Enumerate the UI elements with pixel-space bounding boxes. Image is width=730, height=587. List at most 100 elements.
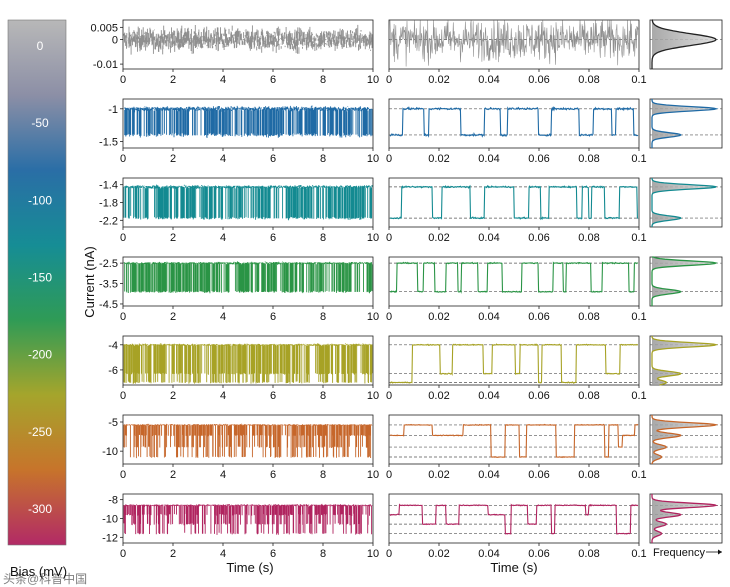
frequency-arrow (706, 549, 722, 555)
x-tick-label: 0 (386, 311, 392, 323)
colorbar-tick-label: -150 (28, 271, 52, 285)
y-tick-label: -1.4 (99, 180, 118, 192)
y-tick-label: -5 (108, 417, 118, 429)
x-tick-label: 0 (120, 548, 126, 560)
x-axis-label-right: Time (s) (490, 560, 537, 575)
x-tick-label: 0.1 (631, 548, 646, 560)
x-tick-label: 8 (320, 469, 326, 481)
x-tick-label: 0 (120, 153, 126, 165)
x-tick-label: 0.06 (528, 232, 549, 244)
x-tick-label: 0.08 (578, 390, 599, 402)
full-trace-line (123, 261, 373, 294)
zoom-trace-frame (388, 493, 640, 544)
x-tick-label: 6 (270, 153, 276, 165)
x-tick-label: 0.02 (428, 153, 449, 165)
histogram-curve (651, 19, 717, 69)
y-tick-label: -1 (108, 104, 118, 116)
x-tick-label: 0 (386, 153, 392, 165)
x-tick-label: 2 (170, 390, 176, 402)
y-tick-label: -0.01 (93, 59, 118, 71)
x-tick-label: 8 (320, 232, 326, 244)
histogram-curve (651, 335, 719, 386)
x-tick-label: 0.06 (528, 469, 549, 481)
colorbar (7, 19, 67, 546)
x-tick-label: 2 (170, 311, 176, 323)
x-tick-label: 4 (220, 74, 226, 86)
full-trace-line (123, 343, 373, 384)
zoom-trace-frame (388, 414, 640, 465)
x-tick-label: 0.1 (631, 311, 646, 323)
x-tick-label: 8 (320, 74, 326, 86)
x-tick-label: 6 (270, 469, 276, 481)
x-tick-label: 0 (386, 74, 392, 86)
zoom-trace-line (389, 184, 639, 221)
frequency-label: Frequency (653, 547, 705, 559)
x-tick-label: 10 (367, 469, 379, 481)
y-tick-label: -12 (102, 532, 118, 544)
x-tick-label: 6 (270, 74, 276, 86)
zoom-trace-frame (388, 98, 640, 149)
colorbar-label: Bias (mV) (10, 564, 67, 579)
x-tick-label: 0.08 (578, 74, 599, 86)
y-tick-label: -2.5 (99, 258, 118, 270)
x-tick-label: 0 (120, 390, 126, 402)
zoom-trace-line (389, 105, 639, 138)
x-tick-label: 0.08 (578, 232, 599, 244)
x-tick-label: 10 (367, 74, 379, 86)
x-tick-label: 4 (220, 548, 226, 560)
x-tick-label: 0.1 (631, 153, 646, 165)
zoom-trace-line (389, 423, 639, 459)
x-tick-label: 0.04 (478, 232, 499, 244)
histogram-fill (652, 494, 716, 543)
x-tick-label: 0.1 (631, 232, 646, 244)
x-tick-label: 4 (220, 232, 226, 244)
x-tick-label: 0.06 (528, 311, 549, 323)
x-tick-label: 4 (220, 153, 226, 165)
x-tick-label: 0 (120, 469, 126, 481)
x-tick-label: 8 (320, 390, 326, 402)
x-tick-label: 4 (220, 311, 226, 323)
x-tick-label: 0.04 (478, 311, 499, 323)
panel-row: -1.4-1.8-2.20 2 4 6 8 10 0 0.02 0.04 0.06 0.08 0.1 (99, 177, 723, 244)
y-tick-label: -2.2 (99, 215, 118, 227)
x-tick-label: 0.06 (528, 153, 549, 165)
x-tick-label: 4 (220, 469, 226, 481)
y-tick-label: -10 (102, 514, 118, 526)
y-tick-label: 0 (112, 35, 118, 47)
zoom-trace-line (390, 343, 638, 384)
x-tick-label: 6 (270, 232, 276, 244)
x-tick-label: 2 (170, 232, 176, 244)
x-tick-label: 0.02 (428, 469, 449, 481)
x-tick-label: 0.06 (528, 390, 549, 402)
y-tick-label: -1.5 (99, 136, 118, 148)
x-tick-label: 8 (320, 311, 326, 323)
x-tick-label: 0.04 (478, 390, 499, 402)
x-tick-label: 8 (320, 153, 326, 165)
histogram-curve (651, 99, 719, 148)
x-tick-label: 2 (170, 74, 176, 86)
x-tick-label: 0.04 (478, 469, 499, 481)
zoom-trace-frame (388, 335, 640, 386)
colorbar-tick-label: -250 (28, 425, 52, 439)
histogram-fill (652, 415, 716, 464)
y-tick-label: -10 (102, 446, 118, 458)
full-trace-frame (122, 493, 374, 544)
x-tick-label: 2 (170, 153, 176, 165)
full-trace-line (123, 423, 373, 459)
x-tick-label: 0.04 (478, 74, 499, 86)
x-tick-label: 0.06 (528, 548, 549, 560)
full-trace-line (123, 24, 373, 55)
x-tick-label: 6 (270, 311, 276, 323)
histogram-fill (652, 20, 716, 69)
x-tick-label: 0.08 (578, 469, 599, 481)
x-tick-label: 10 (367, 548, 379, 560)
panel-row: -8-10-120 2 4 6 8 10 0 0.02 0.04 0.06 0.08 0.1 (102, 493, 723, 560)
histogram-curve (651, 256, 718, 306)
x-tick-label: 2 (170, 548, 176, 560)
histogram-curve (651, 494, 718, 543)
y-tick-label: -1.8 (99, 198, 118, 210)
x-tick-label: 0.1 (631, 74, 646, 86)
x-tick-label: 6 (270, 390, 276, 402)
x-tick-label: 10 (367, 232, 379, 244)
